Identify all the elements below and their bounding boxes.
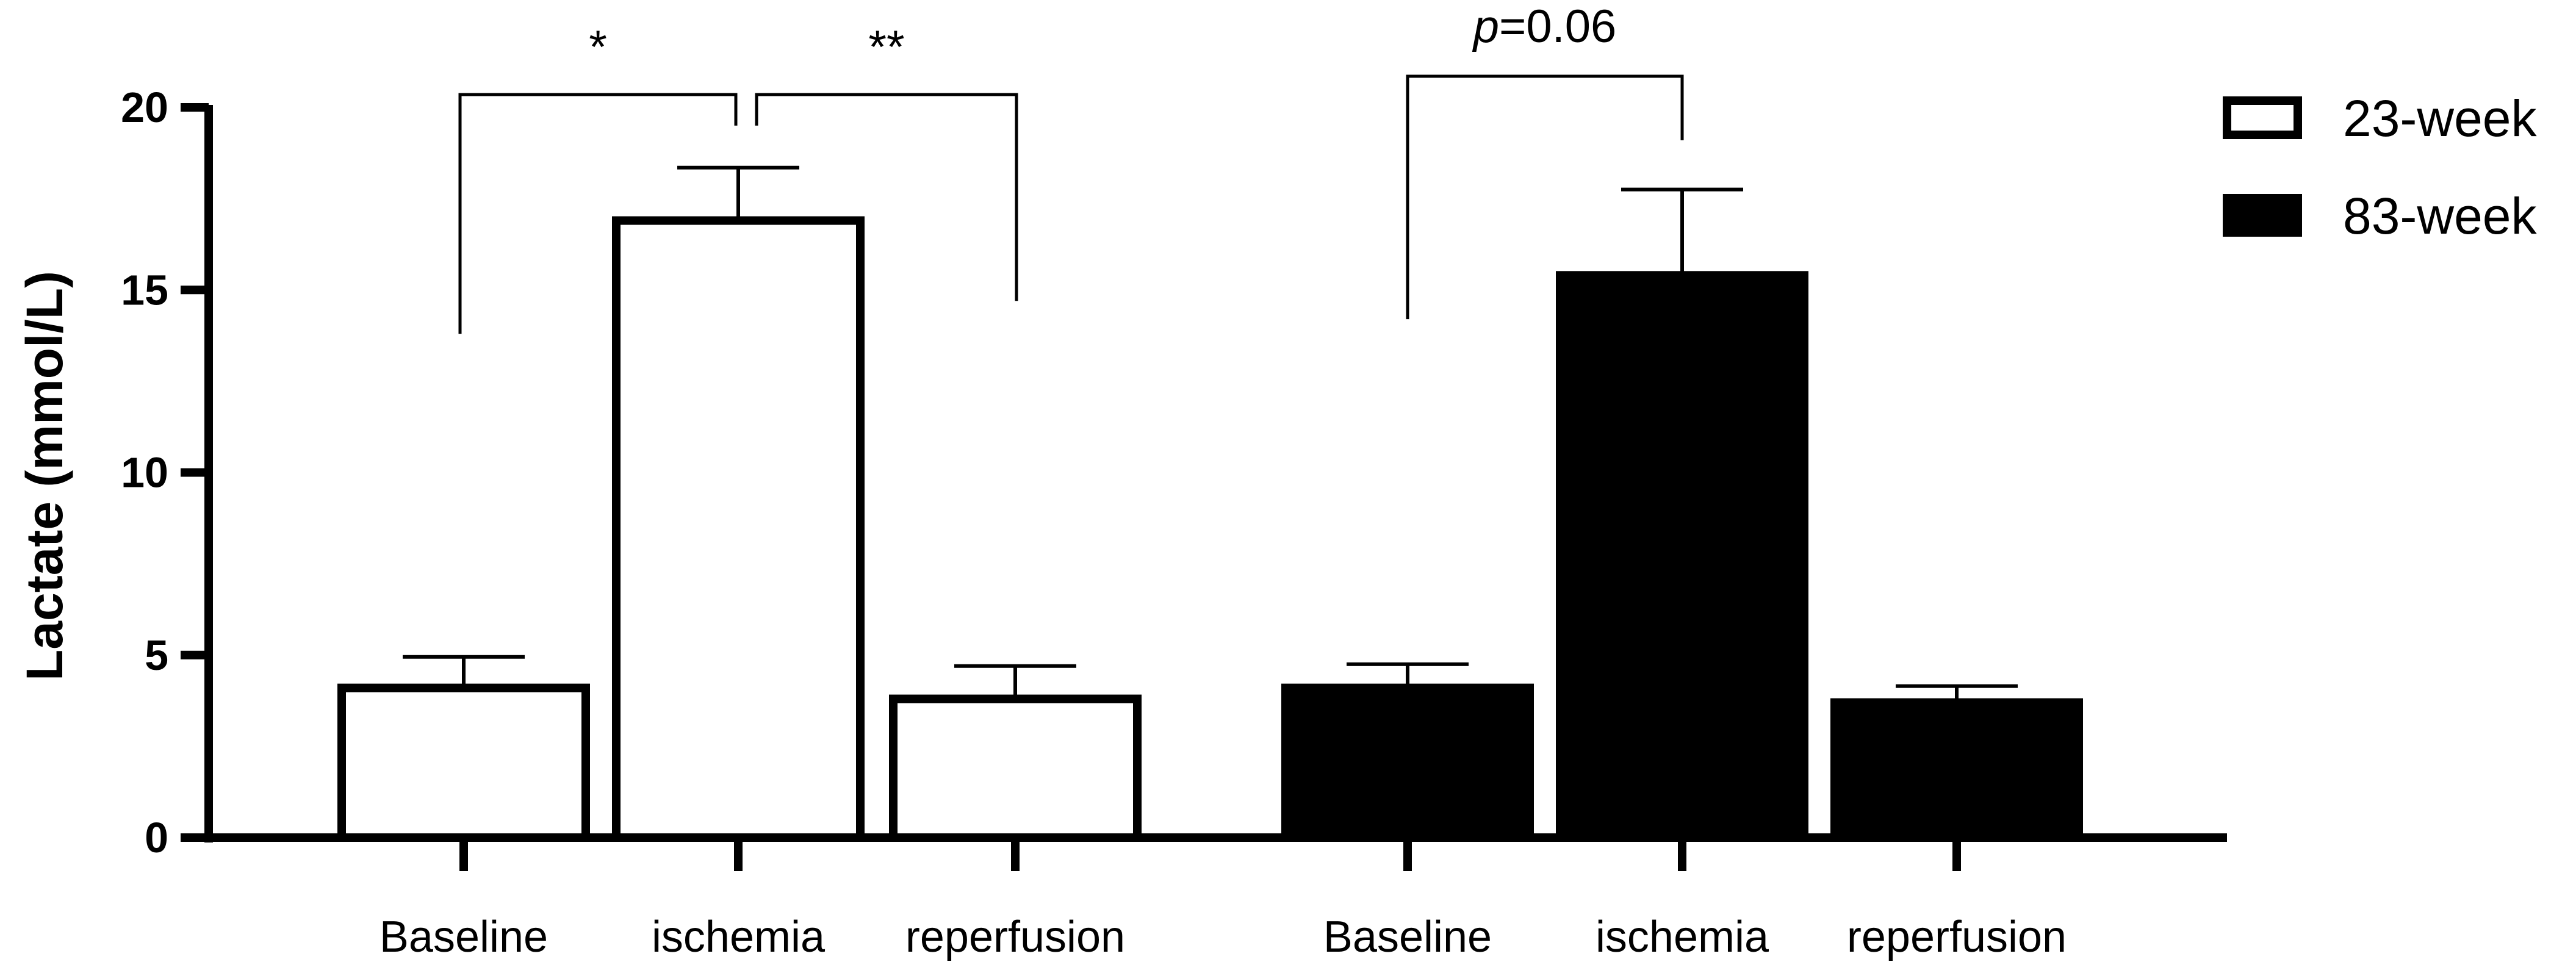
bar-83-week-ischemia	[1556, 271, 1808, 842]
legend-label-83-week: 83-week	[2343, 187, 2538, 245]
x-tick-label-83-week-ischemia: ischemia	[1596, 913, 1769, 961]
y-tick-label-5: 5	[145, 631, 168, 679]
significance-label-3: p=0.06	[1472, 1, 1617, 52]
x-tick-label-23-week-reperfusion: reperfusion	[905, 913, 1125, 961]
legend: 23-week 83-week	[2223, 90, 2538, 245]
x-tick-label-23-week-ischemia: ischemia	[652, 913, 826, 961]
significance-bracket-1	[458, 93, 738, 334]
significance-bracket-3	[1406, 74, 1684, 320]
bars-layer	[337, 165, 2083, 842]
bar-23-week-ischemia	[612, 216, 865, 842]
significance-bracket-2	[755, 93, 1018, 301]
significance-layer: * ** p=0.06	[458, 1, 1684, 334]
x-tick-label-23-week-Baseline: Baseline	[380, 913, 548, 961]
x-tick-label-83-week-Baseline: Baseline	[1323, 913, 1492, 961]
y-axis-title: Lactate (mmol/L)	[16, 271, 73, 681]
legend-swatch-83-week	[2223, 194, 2302, 237]
legend-label-23-week: 23-week	[2343, 90, 2538, 147]
significance-p-symbol: p	[1472, 1, 1499, 52]
significance-label-2: **	[868, 21, 904, 73]
bar-23-week-reperfusion	[889, 694, 1142, 842]
y-tick-label-10: 10	[121, 449, 168, 497]
y-tick-label-20: 20	[121, 84, 168, 131]
x-tick-label-83-week-reperfusion: reperfusion	[1847, 913, 2067, 961]
bar-23-week-Baseline	[337, 683, 590, 842]
bar-83-week-Baseline	[1281, 683, 1534, 842]
bar-83-week-reperfusion	[1830, 698, 2083, 842]
significance-p-value: =0.06	[1499, 1, 1616, 52]
y-tick-label-0: 0	[145, 814, 168, 861]
legend-swatch-23-week	[2223, 96, 2302, 139]
y-tick-label-15: 15	[121, 266, 168, 314]
significance-label-1: *	[589, 21, 607, 73]
